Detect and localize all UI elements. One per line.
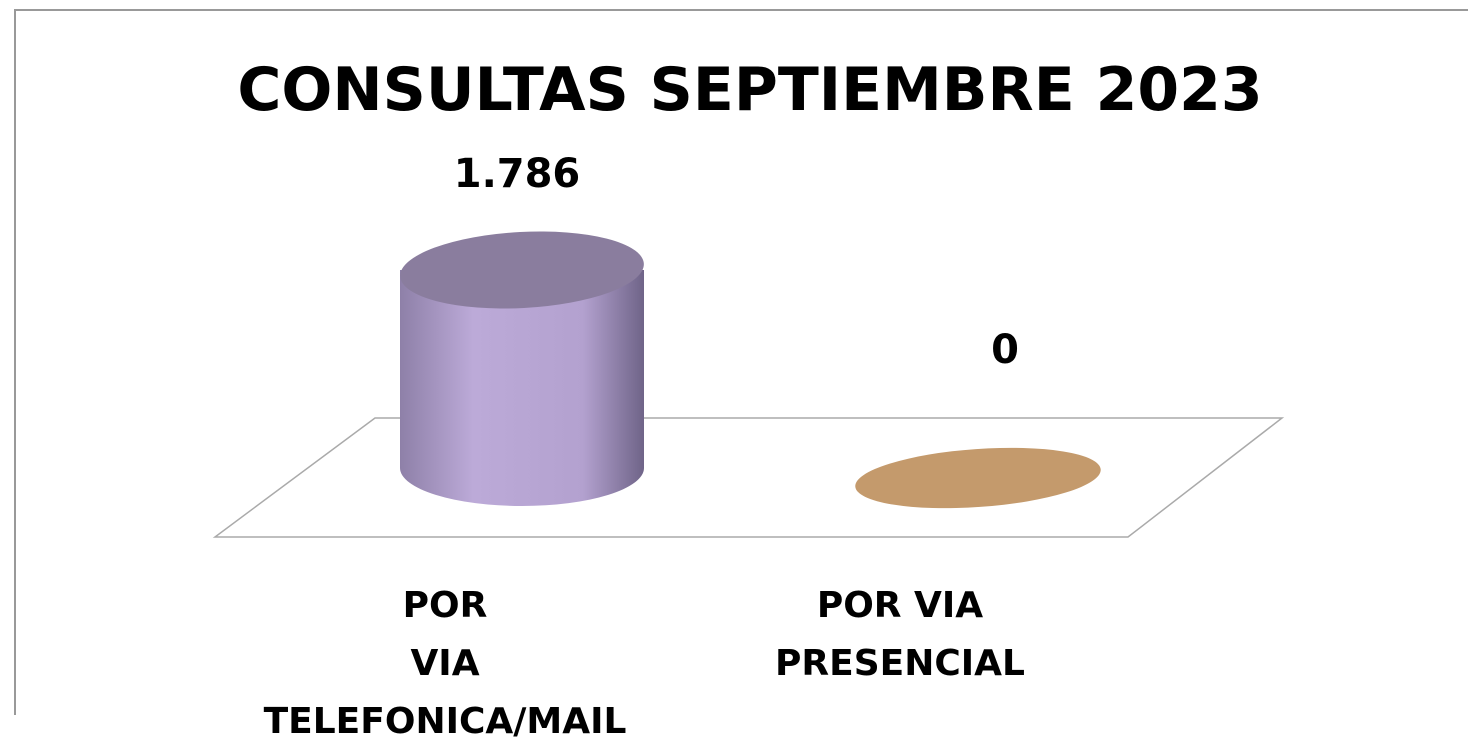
cylinder-top <box>855 447 1101 509</box>
page: CONSULTAS SEPTIEMBRE 2023 1.786 0 POR VIA… <box>14 9 1468 742</box>
cylinder-top <box>400 231 644 309</box>
chart: CONSULTAS SEPTIEMBRE 2023 1.786 0 <box>14 9 1468 715</box>
category-label: POR VIA TELEFONICA/MAIL <box>263 585 627 742</box>
cylinder-side <box>400 270 644 506</box>
chart-title: CONSULTAS SEPTIEMBRE 2023 <box>237 55 1262 125</box>
value-label: 1.786 <box>454 151 581 197</box>
value-label: 0 <box>991 327 1019 373</box>
category-label: POR VIA PRESENCIAL <box>775 585 1025 684</box>
cylinder <box>855 447 1101 509</box>
cylinder <box>400 231 644 506</box>
floor <box>212 417 1285 538</box>
frame <box>14 9 1468 715</box>
